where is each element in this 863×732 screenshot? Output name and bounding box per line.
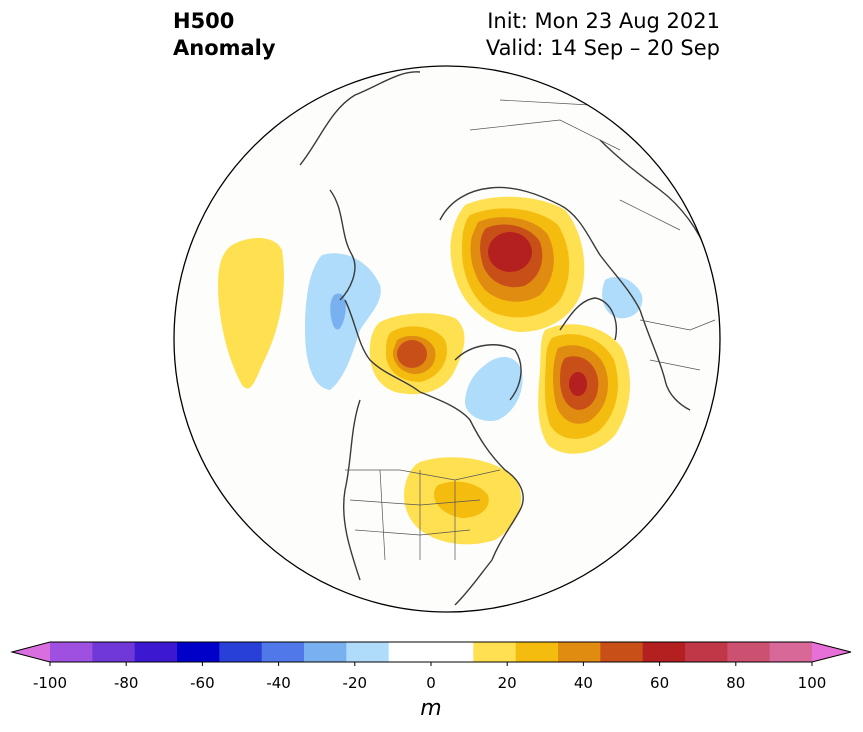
colorbar-tick-label: 20: [497, 674, 517, 692]
colorbar-segment: [388, 642, 432, 662]
colorbar-segment: [727, 642, 771, 662]
colorbar-tick-label: -20: [342, 674, 368, 692]
map-boundary: [173, 65, 721, 613]
colorbar-segment: [177, 642, 220, 662]
colorbar-segment: [431, 642, 474, 662]
anomaly-greenland-negative: [465, 356, 523, 421]
colorbar-segment: [600, 642, 644, 662]
colorbar-segment: [304, 642, 347, 662]
colorbar-segment: [685, 642, 728, 662]
colorbar-tick-label: -40: [266, 674, 291, 692]
colorbar-tick-label: -60: [190, 674, 215, 692]
colorbar-tick-label: 40: [573, 674, 593, 692]
init-date: Init: Mon 23 Aug 2021: [487, 9, 720, 33]
anomaly-alaska-max: [397, 340, 427, 368]
colorbar: [10, 641, 852, 666]
anomaly-great-lakes-30: [434, 481, 489, 518]
colorbar-tick-label: 100: [797, 674, 827, 692]
colorbar-extend-high: [812, 642, 851, 662]
colorbar-unit: m: [420, 696, 442, 721]
colorbar-tick-label: 80: [726, 674, 746, 692]
map-title: H500 Anomaly: [173, 8, 276, 62]
anomaly-kara-max: [488, 232, 532, 272]
anomaly-europe-max: [569, 372, 587, 396]
borders: [345, 99, 716, 561]
colorbar-segment: [642, 642, 686, 662]
colorbar-tick-label: -100: [32, 674, 68, 692]
valid-date: Valid: 14 Sep – 20 Sep: [485, 36, 720, 60]
anomaly-north-pacific-positive: [218, 238, 284, 389]
colorbar-segment: [769, 642, 813, 662]
colorbar-segment: [261, 642, 305, 662]
colorbar-segment: [346, 642, 390, 662]
title-line-1: H500: [173, 9, 235, 33]
colorbar-segment: [50, 642, 93, 662]
colorbar-segment: [515, 642, 559, 662]
colorbar-segment: [219, 642, 263, 662]
title-line-2: Anomaly: [173, 36, 276, 60]
colorbar-segment: [134, 642, 178, 662]
colorbar-segment: [92, 642, 136, 662]
polar-map: [173, 65, 721, 613]
colorbar-tick-label: 60: [650, 674, 670, 692]
anomaly-east-siberia-core: [330, 293, 346, 330]
colorbar-extend-low: [12, 642, 50, 662]
anomaly-central-asia-negative: [602, 276, 643, 319]
colorbar-tick-label: -80: [113, 674, 139, 692]
colorbar-segment: [558, 642, 601, 662]
colorbar-segment: [473, 642, 517, 662]
colorbar-tick-label: 0: [426, 674, 436, 692]
date-info: Init: Mon 23 Aug 2021 Valid: 14 Sep – 20…: [486, 8, 720, 62]
